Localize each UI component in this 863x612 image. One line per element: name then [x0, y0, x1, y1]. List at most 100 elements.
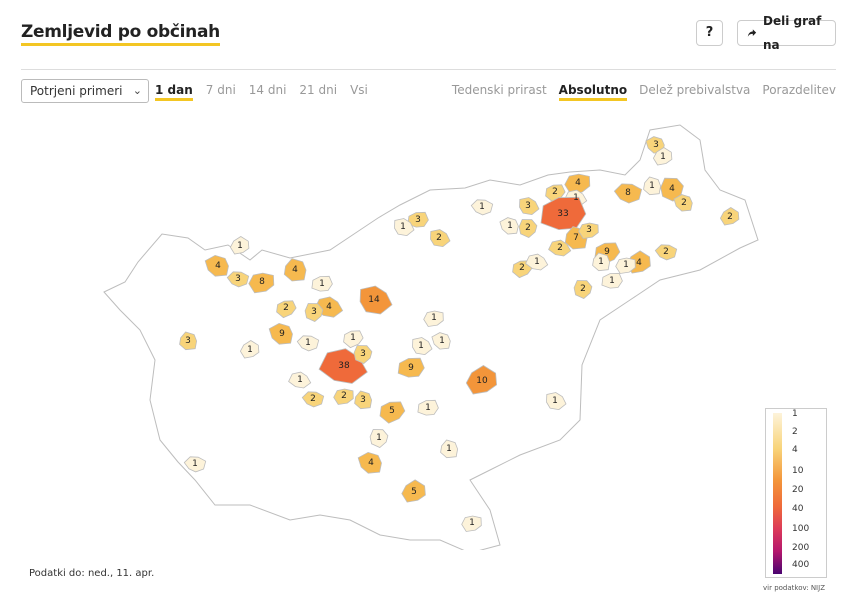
share-button[interactable]: Deli graf na — [737, 14, 836, 52]
municipality-region[interactable] — [407, 211, 429, 228]
municipality-region[interactable] — [548, 239, 572, 257]
municipality-region[interactable] — [423, 310, 444, 327]
municipality-region[interactable] — [660, 177, 684, 202]
municipality-region[interactable] — [354, 390, 373, 410]
municipality-region[interactable] — [353, 345, 373, 364]
municipality-region[interactable] — [359, 285, 393, 315]
municipality-value-label: 3 — [415, 215, 421, 225]
municipality-value-label: 9 — [279, 329, 285, 339]
municipality-region[interactable] — [283, 258, 307, 282]
municipality-region[interactable] — [397, 357, 425, 378]
municipality-region[interactable] — [401, 479, 426, 503]
municipality-region[interactable] — [578, 222, 599, 239]
municipality-value-label: 3 — [525, 201, 531, 211]
municipality-region[interactable] — [643, 176, 662, 196]
municipality-region[interactable] — [592, 252, 611, 272]
municipality-region[interactable] — [573, 280, 593, 299]
data-source: vir podatkov: NIJZ — [763, 584, 825, 592]
municipality-value-label: 1 — [552, 396, 558, 406]
municipality-region[interactable] — [304, 303, 324, 322]
municipality-region[interactable] — [519, 197, 540, 216]
municipality-region[interactable] — [288, 371, 312, 389]
municipality-value-label: 1 — [479, 202, 485, 212]
municipality-value-label: 1 — [376, 433, 382, 443]
municipality-region[interactable] — [719, 207, 740, 226]
tab-21-dni[interactable]: 21 dni — [299, 83, 338, 97]
municipality-value-label: 1 — [297, 375, 303, 385]
tab-absolutno[interactable]: Absolutno — [558, 83, 628, 101]
municipality-region[interactable] — [301, 391, 325, 408]
municipality-region[interactable] — [601, 272, 623, 289]
legend-color-bar — [773, 413, 782, 574]
municipality-region[interactable] — [652, 147, 673, 166]
tab-tedenski-prirast[interactable]: Tedenski prirast — [451, 83, 547, 97]
municipality-region[interactable] — [394, 218, 415, 237]
tab-delez-prebivalstva[interactable]: Delež prebivalstva — [639, 83, 751, 97]
municipality-region[interactable] — [357, 451, 382, 474]
municipality-value-label: 4 — [669, 184, 675, 194]
municipality-regions — [179, 136, 740, 532]
municipality-region[interactable] — [431, 332, 451, 350]
municipality-region[interactable] — [343, 330, 364, 349]
municipality-region[interactable] — [546, 392, 567, 411]
municipality-value-label: 2 — [580, 284, 586, 294]
header-divider — [21, 69, 836, 70]
municipality-value-label: 2 — [552, 187, 558, 197]
municipality-region[interactable] — [276, 300, 297, 319]
municipality-value-label: 7 — [573, 233, 579, 243]
municipality-region[interactable] — [379, 401, 406, 424]
municipality-value-label: 3 — [311, 307, 317, 317]
municipality-value-label: 9 — [408, 363, 414, 373]
municipality-region[interactable] — [540, 196, 587, 231]
municipality-region[interactable] — [248, 272, 275, 294]
municipality-value-label: 1 — [534, 257, 540, 267]
municipality-map: 3 1 8 1 4 2 1 4 33 3 2 2 1 7 3 9 2 2 3 1 1 4 2 1 1 2 1 2 1 2 4 1 3 4 8 2 4 3 1… — [100, 120, 760, 554]
municipality-region[interactable] — [461, 515, 482, 532]
municipality-value-label: 1 — [247, 345, 253, 355]
municipality-region[interactable] — [239, 340, 260, 359]
municipality-region[interactable] — [183, 456, 207, 473]
municipality-region[interactable] — [465, 365, 498, 395]
municipality-value-label: 10 — [476, 376, 488, 386]
municipality-region[interactable] — [470, 199, 494, 216]
tab-1-dan[interactable]: 1 dan — [155, 83, 193, 101]
municipality-region[interactable] — [179, 331, 198, 351]
municipality-region[interactable] — [226, 271, 250, 288]
municipality-region[interactable] — [268, 322, 293, 345]
tab-vsi[interactable]: Vsi — [350, 83, 368, 97]
tab-7-dni[interactable]: 7 dni — [205, 83, 236, 97]
help-button[interactable]: ? — [696, 20, 723, 46]
municipality-value-label: 2 — [310, 394, 316, 404]
municipality-region[interactable] — [518, 219, 538, 238]
municipality-region[interactable] — [673, 194, 693, 212]
municipality-region[interactable] — [311, 275, 333, 292]
municipality-region[interactable] — [369, 429, 389, 448]
municipality-region[interactable] — [412, 337, 433, 356]
municipality-region[interactable] — [613, 183, 643, 204]
municipality-region[interactable] — [499, 217, 519, 235]
municipality-region[interactable] — [229, 236, 250, 255]
municipality-value-label: 2 — [557, 243, 563, 253]
metric-select[interactable]: Potrjeni primeri ⌄ — [21, 79, 149, 103]
municipality-value-label: 3 — [185, 336, 191, 346]
municipality-region[interactable] — [525, 253, 549, 271]
municipality-region[interactable] — [654, 244, 678, 261]
tab-14-dni[interactable]: 14 dni — [248, 83, 287, 97]
municipality-region[interactable] — [430, 229, 451, 248]
municipality-region[interactable] — [417, 399, 439, 416]
municipality-value-label: 1 — [598, 257, 604, 267]
municipality-region[interactable] — [440, 439, 459, 459]
municipality-value-label: 1 — [446, 444, 452, 454]
municipality-region[interactable] — [296, 335, 320, 352]
municipality-value-label: 2 — [681, 198, 687, 208]
municipality-region[interactable] — [204, 254, 229, 277]
municipality-region[interactable] — [615, 257, 636, 274]
municipality-value-label: 33 — [557, 209, 568, 219]
municipality-region[interactable] — [333, 388, 354, 405]
mode-tabs: Tedenski prirast Absolutno Delež prebiva… — [452, 83, 836, 101]
tab-porazdelitev[interactable]: Porazdelitev — [762, 83, 836, 97]
municipality-value-label: 14 — [368, 295, 380, 305]
municipality-value-label: 3 — [235, 274, 241, 284]
